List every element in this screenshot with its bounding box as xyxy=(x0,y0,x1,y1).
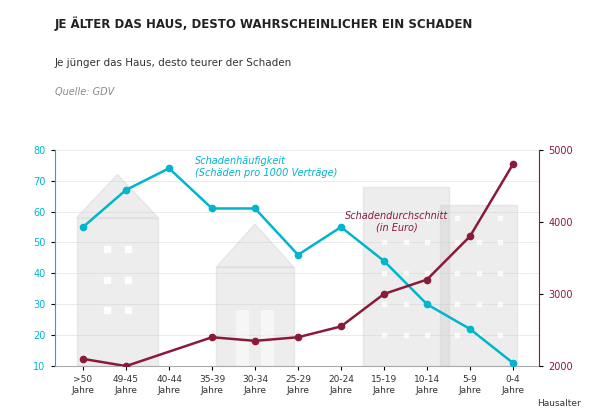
Bar xyxy=(236,310,248,366)
Text: Quelle: GDV: Quelle: GDV xyxy=(55,87,114,97)
Text: Schadendurchschnitt
(in Euro): Schadendurchschnitt (in Euro) xyxy=(345,211,448,233)
Bar xyxy=(216,267,294,366)
Text: Hausalter: Hausalter xyxy=(537,399,581,408)
Bar xyxy=(261,310,275,366)
Polygon shape xyxy=(216,224,294,267)
Polygon shape xyxy=(76,174,158,218)
Text: Je jünger das Haus, desto teurer der Schaden: Je jünger das Haus, desto teurer der Sch… xyxy=(55,58,292,68)
Text: JE ÄLTER DAS HAUS, DESTO WAHRSCHEINLICHER EIN SCHADEN: JE ÄLTER DAS HAUS, DESTO WAHRSCHEINLICHE… xyxy=(55,17,473,31)
Bar xyxy=(362,187,448,366)
Text: Schadenhäufigkeit
(Schäden pro 1000 Verträge): Schadenhäufigkeit (Schäden pro 1000 Vert… xyxy=(195,156,337,178)
Bar xyxy=(440,206,518,366)
Bar xyxy=(76,218,158,366)
